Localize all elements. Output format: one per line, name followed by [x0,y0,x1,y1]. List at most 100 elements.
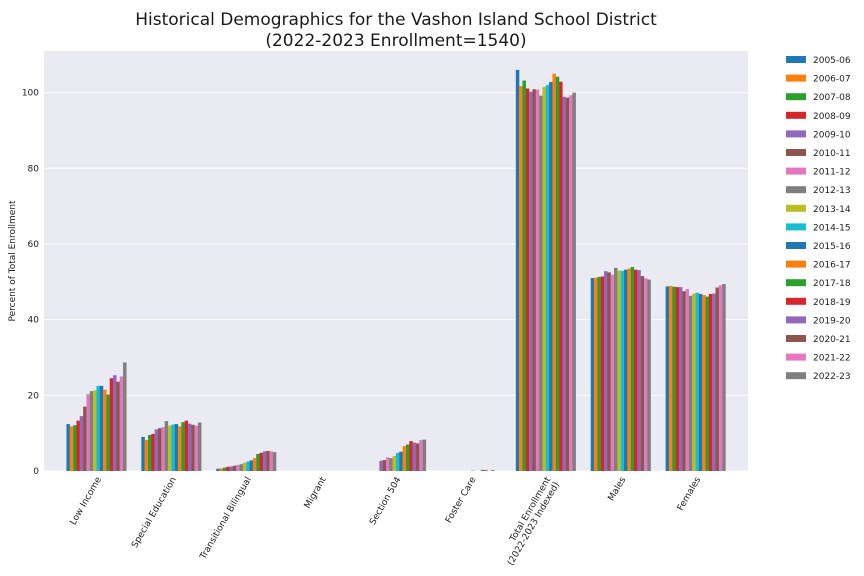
bar [712,293,716,471]
series-2010-11 [83,89,686,471]
bar [141,436,145,471]
bar [555,76,560,471]
bar [272,452,277,471]
bar [269,451,273,471]
series-2017-18 [106,76,710,471]
bar [259,452,264,471]
legend-label: 2022-23 [813,372,851,382]
legend-swatch [786,335,806,342]
bar [83,406,87,471]
legend-label: 2013-14 [813,205,851,215]
bar [545,85,550,472]
bar [549,82,553,471]
bar [559,81,563,471]
bar [539,95,543,471]
legend-swatch [786,111,806,119]
bar [219,468,224,471]
bar [675,287,680,471]
bar [187,423,192,471]
legend-item: 2020-21 [786,335,851,345]
legend-item: 2018-19 [786,297,851,308]
bar [688,295,693,471]
bar [158,428,162,471]
legend-label: 2021-22 [813,354,851,364]
bar [66,424,70,471]
bar [379,460,383,471]
legend-label: 2018-19 [813,298,851,308]
bar [386,457,390,471]
bar [702,295,706,471]
series-2011-12 [86,89,690,471]
bar [535,89,540,471]
bar [69,426,74,471]
bar [197,422,202,471]
bar [695,292,700,471]
series-2008-09 [76,88,680,471]
bar [624,269,628,471]
bar [668,285,673,471]
bar [73,425,77,471]
x-tick-label: Migrant [303,475,329,510]
bar [226,466,230,471]
legend-label: 2012-13 [813,186,851,196]
legend: 2005-06 2006-07 2007-08 2008-09 2009-10 2010-… [786,56,851,382]
bar [722,284,726,471]
bar [262,451,267,471]
bar [678,287,683,471]
series-2007-08 [73,80,676,471]
bar [604,271,608,471]
bar [597,276,601,471]
legend-item: 2016-17 [786,260,851,271]
bar [415,443,420,471]
bar [392,455,397,471]
legend-label: 2009-10 [813,130,851,140]
x-axis-ticks: Low Income Special Education Transitional … [69,475,704,567]
bar [480,469,485,471]
bar [409,441,413,471]
legend-swatch [786,279,806,287]
bar [181,422,185,471]
bar [402,446,407,471]
bar [382,460,387,471]
bar [590,278,595,471]
bar [399,451,403,471]
legend-swatch [786,223,806,231]
bar [532,89,536,471]
legend-swatch [786,242,806,249]
y-tick-label: 0 [33,467,39,477]
series-2006-07 [69,86,673,472]
bar [698,293,703,471]
legend-label: 2010-11 [813,149,851,159]
y-tick-label: 20 [28,391,40,401]
bar [89,391,94,471]
bar [708,293,713,471]
bar [222,467,227,471]
bar [490,470,495,471]
bar [542,86,546,471]
legend-label: 2006-07 [813,75,851,85]
legend-swatch [786,130,806,138]
series-2020-21 [116,97,720,472]
bar [562,96,566,471]
bar [665,286,670,471]
x-tick-label: Foster Care [444,475,479,525]
x-tick-label: Males [607,475,629,503]
legend-swatch [786,260,806,268]
bar [119,376,124,471]
bar [685,289,690,471]
bar [236,464,240,471]
bar [184,420,189,471]
legend-label: 2011-12 [813,168,851,178]
bar [422,439,427,471]
bar [718,285,723,471]
legend-label: 2007-08 [813,93,851,103]
y-tick-label: 60 [28,240,40,250]
legend-label: 2019-20 [813,316,851,326]
bar [246,461,250,471]
bar [419,439,423,471]
bar [594,277,598,471]
legend-swatch [786,93,806,101]
bar [239,464,244,471]
x-tick-label: Females [676,475,703,513]
legend-swatch [786,74,806,82]
